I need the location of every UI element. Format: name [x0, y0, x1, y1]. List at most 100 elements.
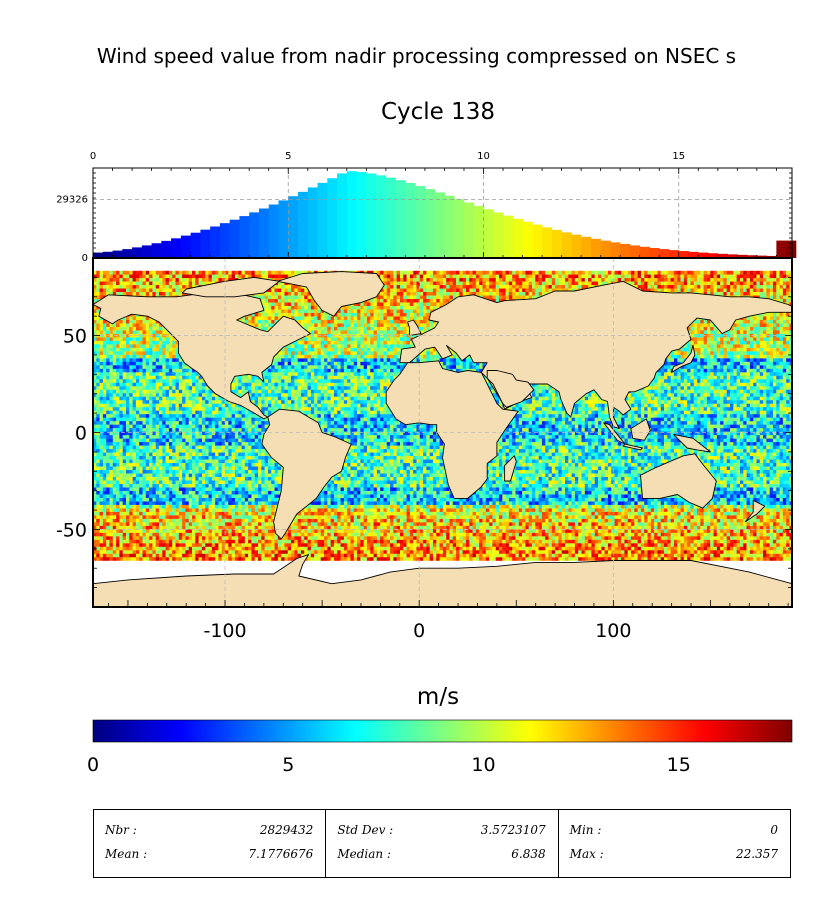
map-data-cell: [198, 270, 203, 275]
map-data-cell: [119, 553, 124, 558]
map-data-cell: [126, 556, 130, 561]
map-data-cell: [122, 462, 127, 467]
map-data-cell: [159, 525, 163, 530]
map-data-cell: [126, 403, 130, 408]
map-data-cell: [129, 406, 133, 411]
map-data-cell: [198, 543, 203, 547]
map-data-cell: [109, 277, 114, 282]
map-data-cell: [159, 382, 163, 387]
map-data-cell: [271, 270, 275, 275]
map-data-cell: [149, 365, 153, 369]
map-data-cell: [159, 480, 163, 484]
map-data-cell: [244, 556, 249, 561]
map-data-cell: [244, 319, 249, 324]
map-data-cell: [248, 515, 252, 519]
map-data-cell: [145, 417, 150, 422]
map-data-cell: [274, 385, 279, 390]
map-data-cell: [112, 413, 117, 418]
map-data-cell: [182, 522, 186, 526]
map-data-cell: [198, 441, 203, 446]
map-data-cell: [135, 445, 140, 450]
map-data-cell: [244, 441, 249, 446]
map-data-cell: [264, 459, 269, 464]
map-data-cell: [254, 274, 259, 279]
map-data-cell: [142, 497, 147, 502]
map-data-cell: [182, 270, 186, 275]
map-data-cell: [129, 277, 133, 282]
map-data-cell: [155, 284, 160, 289]
map-data-cell: [215, 522, 219, 526]
map-data-cell: [218, 497, 223, 502]
map-data-cell: [139, 389, 143, 394]
map-data-cell: [261, 459, 265, 464]
map-data-cell: [218, 438, 223, 443]
map-data-cell: [116, 459, 120, 464]
map-data-cell: [281, 406, 285, 411]
map-data-cell: [116, 511, 120, 516]
map-data-cell: [178, 434, 183, 439]
map-data-cell: [159, 511, 163, 516]
map-data-cell: [218, 549, 223, 554]
map-data-cell: [112, 431, 117, 436]
map-data-cell: [145, 365, 150, 369]
histogram-bar: [493, 212, 504, 258]
map-data-cell: [142, 281, 147, 286]
map-data-cell: [208, 494, 213, 498]
map-data-cell: [165, 333, 170, 338]
map-data-cell: [261, 417, 265, 422]
map-data-cell: [178, 501, 183, 505]
map-data-cell: [116, 501, 120, 505]
map-data-cell: [254, 385, 259, 390]
map-data-cell: [168, 483, 173, 488]
map-data-cell: [112, 438, 117, 443]
map-data-cell: [192, 515, 196, 519]
map-data-cell: [248, 438, 252, 443]
map-data-cell: [211, 511, 216, 516]
map-data-cell: [172, 525, 176, 530]
map-data-cell: [135, 382, 140, 387]
map-data-cell: [106, 462, 110, 467]
map-data-cell: [152, 459, 157, 464]
map-data-cell: [142, 392, 147, 397]
map-data-cell: [244, 529, 249, 533]
map-data-cell: [145, 543, 150, 547]
map-data-cell: [201, 459, 206, 464]
map-data-cell: [152, 361, 157, 366]
map-data-cell: [192, 410, 196, 415]
map-data-cell: [178, 515, 183, 519]
map-data-cell: [238, 490, 242, 495]
map-data-cell: [132, 389, 137, 394]
map-data-cell: [264, 476, 269, 481]
map-data-cell: [93, 337, 97, 341]
map-data-cell: [96, 455, 100, 460]
map-data-cell: [112, 417, 117, 422]
map-data-cell: [277, 302, 282, 306]
map-data-cell: [215, 515, 219, 519]
map-data-cell: [208, 274, 213, 279]
map-data-cell: [102, 543, 107, 547]
map-data-cell: [165, 452, 170, 457]
map-data-cell: [135, 501, 140, 505]
map-data-cell: [274, 354, 279, 359]
map-data-cell: [145, 420, 150, 425]
map-data-cell: [234, 469, 239, 474]
map-data-cell: [102, 462, 107, 467]
histogram-bar: [766, 255, 777, 258]
histogram-bar: [756, 255, 768, 258]
map-data-cell: [142, 455, 147, 460]
map-data-cell: [116, 330, 120, 334]
map-data-cell: [205, 462, 209, 467]
map-data-cell: [215, 556, 219, 561]
map-data-cell: [106, 536, 110, 540]
map-data-cell: [277, 546, 282, 551]
map-data-cell: [93, 532, 97, 537]
map-data-cell: [201, 441, 206, 446]
map-data-cell: [281, 389, 285, 394]
map-data-cell: [106, 396, 110, 401]
map-data-cell: [149, 281, 153, 286]
map-data-cell: [175, 441, 180, 446]
map-data-cell: [185, 483, 190, 488]
map-data-cell: [142, 441, 147, 446]
map-data-cell: [159, 529, 163, 533]
map-data-cell: [267, 480, 272, 484]
